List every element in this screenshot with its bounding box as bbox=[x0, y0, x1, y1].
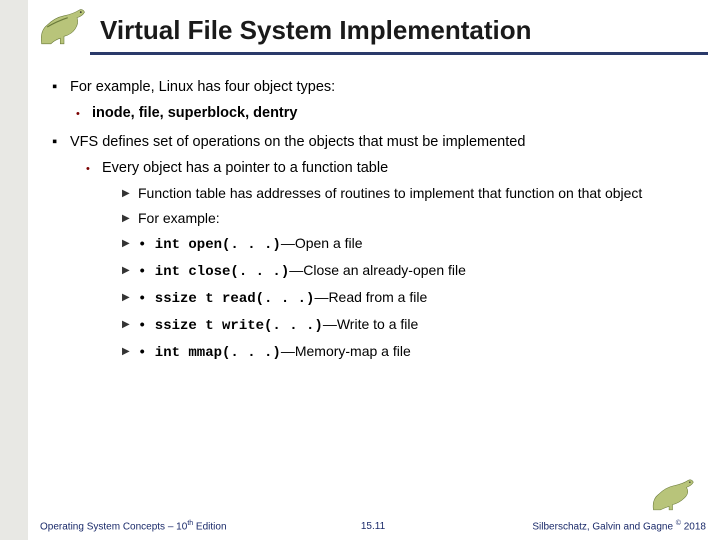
code-text: • int mmap(. . .) bbox=[138, 345, 281, 361]
code-text: • ssize t write(. . .) bbox=[138, 318, 323, 334]
triangle-bullet-icon: ▶ bbox=[122, 209, 138, 228]
bullet-lvl3: ▶ • int mmap(. . .)—Memory-map a file bbox=[122, 342, 700, 363]
slide-footer: Operating System Concepts – 10th Edition… bbox=[40, 520, 706, 532]
desc-text: —Read from a file bbox=[314, 289, 427, 305]
bullet-lvl3: ▶ • int open(. . .)—Open a file bbox=[122, 234, 700, 255]
desc-text: —Close an already-open file bbox=[289, 262, 466, 278]
disc-bullet-icon: • bbox=[86, 159, 102, 179]
bullet-lvl2: • Every object has a pointer to a functi… bbox=[86, 159, 700, 179]
slide-number: 15.11 bbox=[40, 521, 706, 532]
bullet-text: inode, file, superblock, dentry bbox=[92, 104, 297, 124]
desc-text: —Write to a file bbox=[323, 316, 418, 332]
bullet-lvl3: ▶ • int close(. . .)—Close an already-op… bbox=[122, 261, 700, 282]
bullet-lvl1: ▪ For example, Linux has four object typ… bbox=[52, 78, 700, 98]
slide-header: Virtual File System Implementation bbox=[36, 6, 710, 48]
slide-title: Virtual File System Implementation bbox=[100, 15, 532, 48]
desc-text: —Memory-map a file bbox=[281, 343, 411, 359]
code-text: • int open(. . .) bbox=[138, 237, 281, 253]
square-bullet-icon: ▪ bbox=[52, 133, 70, 153]
function-signature: • int close(. . .)—Close an already-open… bbox=[138, 261, 466, 282]
bullet-lvl3: ▶ Function table has addresses of routin… bbox=[122, 184, 700, 203]
triangle-bullet-icon: ▶ bbox=[122, 288, 138, 309]
bullet-lvl3: ▶ For example: bbox=[122, 209, 700, 228]
square-bullet-icon: ▪ bbox=[52, 78, 70, 98]
triangle-bullet-icon: ▶ bbox=[122, 315, 138, 336]
bullet-lvl3: ▶ • ssize t read(. . .)—Read from a file bbox=[122, 288, 700, 309]
desc-text: —Open a file bbox=[281, 235, 363, 251]
bullet-text: VFS defines set of operations on the obj… bbox=[70, 133, 525, 153]
bullet-text: Every object has a pointer to a function… bbox=[102, 159, 388, 179]
bullet-lvl2: • inode, file, superblock, dentry bbox=[76, 104, 700, 124]
code-text: • int close(. . .) bbox=[138, 264, 289, 280]
bullet-text: For example: bbox=[138, 209, 220, 228]
left-strip bbox=[0, 0, 28, 540]
triangle-bullet-icon: ▶ bbox=[122, 184, 138, 203]
triangle-bullet-icon: ▶ bbox=[122, 342, 138, 363]
function-signature: • int open(. . .)—Open a file bbox=[138, 234, 363, 255]
function-signature: • ssize t write(. . .)—Write to a file bbox=[138, 315, 418, 336]
dinosaur-icon bbox=[650, 478, 702, 514]
function-signature: • int mmap(. . .)—Memory-map a file bbox=[138, 342, 411, 363]
slide-body: ▪ For example, Linux has four object typ… bbox=[52, 78, 700, 368]
code-text: • ssize t read(. . .) bbox=[138, 291, 314, 307]
bullet-text: For example, Linux has four object types… bbox=[70, 78, 335, 98]
bullet-lvl1: ▪ VFS defines set of operations on the o… bbox=[52, 133, 700, 153]
triangle-bullet-icon: ▶ bbox=[122, 234, 138, 255]
function-signature: • ssize t read(. . .)—Read from a file bbox=[138, 288, 427, 309]
bullet-text: Function table has addresses of routines… bbox=[138, 184, 642, 203]
title-underline bbox=[90, 52, 708, 55]
disc-bullet-icon: • bbox=[76, 104, 92, 124]
triangle-bullet-icon: ▶ bbox=[122, 261, 138, 282]
bullet-lvl3: ▶ • ssize t write(. . .)—Write to a file bbox=[122, 315, 700, 336]
dinosaur-icon bbox=[36, 6, 92, 48]
